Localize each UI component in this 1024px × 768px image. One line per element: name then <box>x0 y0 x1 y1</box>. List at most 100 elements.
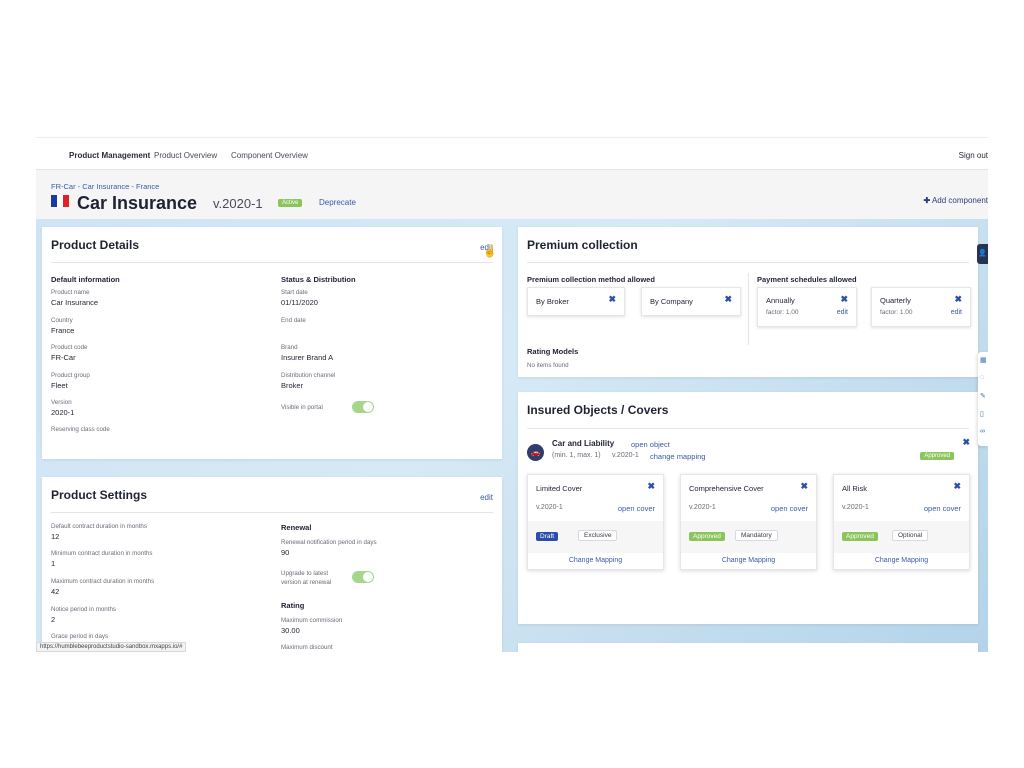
cover-status-badge: Approved <box>689 532 725 541</box>
open-cover-link[interactable]: open cover <box>617 504 655 513</box>
open-object-link[interactable]: open object <box>631 440 670 449</box>
add-component-label: Add component <box>931 196 988 205</box>
method-label: By Broker <box>536 297 569 306</box>
product-name-label: Product name <box>51 289 90 296</box>
pen-icon[interactable]: ✎ <box>980 393 986 400</box>
product-settings-title: Product Settings <box>51 488 148 502</box>
object-version: v.2020-1 <box>612 452 639 459</box>
remove-icon[interactable]: ✖ <box>800 481 808 491</box>
link-icon[interactable]: ∞ <box>980 428 985 435</box>
device-icon[interactable]: ▯ <box>980 411 984 418</box>
end-date-label: End date <box>281 317 306 324</box>
notice-period-value: 2 <box>51 615 56 624</box>
cover-version: v.2020-1 <box>689 504 716 511</box>
nav-component-overview[interactable]: Component Overview <box>231 151 308 160</box>
cover-tag: Optional <box>892 530 929 541</box>
method-chip-by-broker: By Broker ✖ <box>527 287 625 316</box>
insured-objects-card: Insured Objects / Covers 🚗 Car and Liabi… <box>518 392 978 624</box>
change-mapping-link[interactable]: change mapping <box>650 452 706 461</box>
toggle-knob <box>363 402 373 412</box>
cover-card-comprehensive: Comprehensive Cover ✖ v.2020-1 open cove… <box>680 474 817 570</box>
upgrade-label-line1: Upgrade to latest <box>281 570 329 577</box>
schedule-factor: factor: 1.00 <box>880 309 913 316</box>
side-toolbar: ▦ ◌ ✎ ▯ ∞ <box>978 352 988 446</box>
max-commission-value: 30.00 <box>281 626 300 635</box>
divider <box>527 262 969 263</box>
default-information-heading: Default information <box>51 275 120 284</box>
remove-icon[interactable]: ✖ <box>840 294 848 304</box>
schedule-chip-annually: Annually ✖ factor: 1.00 edit <box>757 287 857 327</box>
sign-out-link[interactable]: Sign out <box>958 151 988 160</box>
object-name: Car and Liability <box>552 439 615 448</box>
cover-version: v.2020-1 <box>842 504 869 511</box>
country-value: France <box>51 326 75 335</box>
product-settings-card: Product Settings edit Default contract d… <box>42 477 502 652</box>
cover-footer: Approved Mandatory <box>681 521 816 553</box>
browser-status-url: https://humblebeeproductstudio-sandbox.m… <box>36 642 187 652</box>
cover-name: Comprehensive Cover <box>689 484 764 493</box>
cover-footer: Approved Optional <box>834 521 969 553</box>
remove-icon[interactable]: ✖ <box>724 294 732 304</box>
top-navigation: Product Management Product Overview Comp… <box>36 137 988 170</box>
grid-icon[interactable]: ▦ <box>980 357 987 364</box>
user-icon[interactable]: 👤 <box>977 244 988 264</box>
divider <box>51 262 493 263</box>
app-window: Product Management Product Overview Comp… <box>36 137 988 652</box>
object-status-badge: Approved <box>920 452 954 460</box>
product-code-value: FR-Car <box>51 353 76 362</box>
upgrade-at-renewal-toggle[interactable] <box>352 571 374 583</box>
renewal-notification-label: Renewal notification period in days <box>281 539 377 546</box>
cover-name: Limited Cover <box>536 484 583 493</box>
max-duration-label: Maximum contract duration in months <box>51 578 155 585</box>
change-mapping-button[interactable]: Change Mapping <box>874 557 929 564</box>
content-canvas: Product Details edit Default information… <box>36 219 988 652</box>
cover-status-badge: Draft <box>536 532 559 541</box>
notice-period-label: Notice period in months <box>51 606 117 613</box>
product-details-edit-link[interactable]: edit <box>480 243 493 252</box>
remove-icon[interactable]: ✖ <box>954 294 962 304</box>
country-label: Country <box>51 317 73 324</box>
hand-cursor-icon: ☝ <box>483 246 497 258</box>
premium-collection-title: Premium collection <box>527 238 638 252</box>
method-label: By Company <box>650 297 693 306</box>
max-commission-label: Maximum commission <box>281 617 343 624</box>
deprecate-link[interactable]: Deprecate <box>319 198 356 207</box>
min-duration-label: Minimum contract duration in months <box>51 550 153 557</box>
next-card-partial <box>518 643 978 652</box>
default-duration-label: Default contract duration in months <box>51 523 147 530</box>
schedule-edit-link[interactable]: edit <box>950 309 962 316</box>
version-label: Version <box>51 399 72 406</box>
add-component-button[interactable]: ✚ Add component <box>923 196 988 205</box>
open-cover-link[interactable]: open cover <box>770 504 808 513</box>
max-discount-label: Maximum discount <box>281 644 333 651</box>
schedule-factor: factor: 1.00 <box>766 309 799 316</box>
remove-icon[interactable]: ✖ <box>953 481 961 491</box>
max-duration-value: 42 <box>51 587 60 596</box>
remove-icon[interactable]: ✖ <box>608 294 616 304</box>
open-cover-link[interactable]: open cover <box>923 504 961 513</box>
nav-product-overview[interactable]: Product Overview <box>154 151 218 160</box>
renewal-notification-value: 90 <box>281 548 290 557</box>
status-badge: Active <box>278 199 303 207</box>
section-divider <box>748 273 749 345</box>
premium-collection-card: Premium collection Premium collection me… <box>518 227 978 377</box>
nav-product-management[interactable]: Product Management <box>69 151 151 160</box>
distribution-channel-label: Distribution channel <box>281 372 336 379</box>
min-duration-value: 1 <box>51 559 56 568</box>
reserving-class-code-label: Reserving class code <box>51 426 110 433</box>
breadcrumb[interactable]: FR-Car - Car Insurance - France <box>51 182 160 191</box>
distribution-channel-value: Broker <box>281 381 304 390</box>
change-mapping-button[interactable]: Change Mapping <box>568 557 623 564</box>
change-mapping-button[interactable]: Change Mapping <box>721 557 776 564</box>
remove-icon[interactable]: ✖ <box>647 481 655 491</box>
cover-name: All Risk <box>842 484 868 493</box>
page-title: Car Insurance <box>77 193 198 213</box>
renewal-heading: Renewal <box>281 523 312 532</box>
schedule-edit-link[interactable]: edit <box>836 309 848 316</box>
visible-in-portal-toggle[interactable] <box>352 401 374 413</box>
remove-object-icon[interactable]: ✖ <box>962 437 970 447</box>
product-details-title: Product Details <box>51 238 140 252</box>
product-settings-edit-link[interactable]: edit <box>480 493 493 502</box>
schedule-label: Annually <box>766 296 795 305</box>
comment-icon[interactable]: ◌ <box>980 374 985 381</box>
